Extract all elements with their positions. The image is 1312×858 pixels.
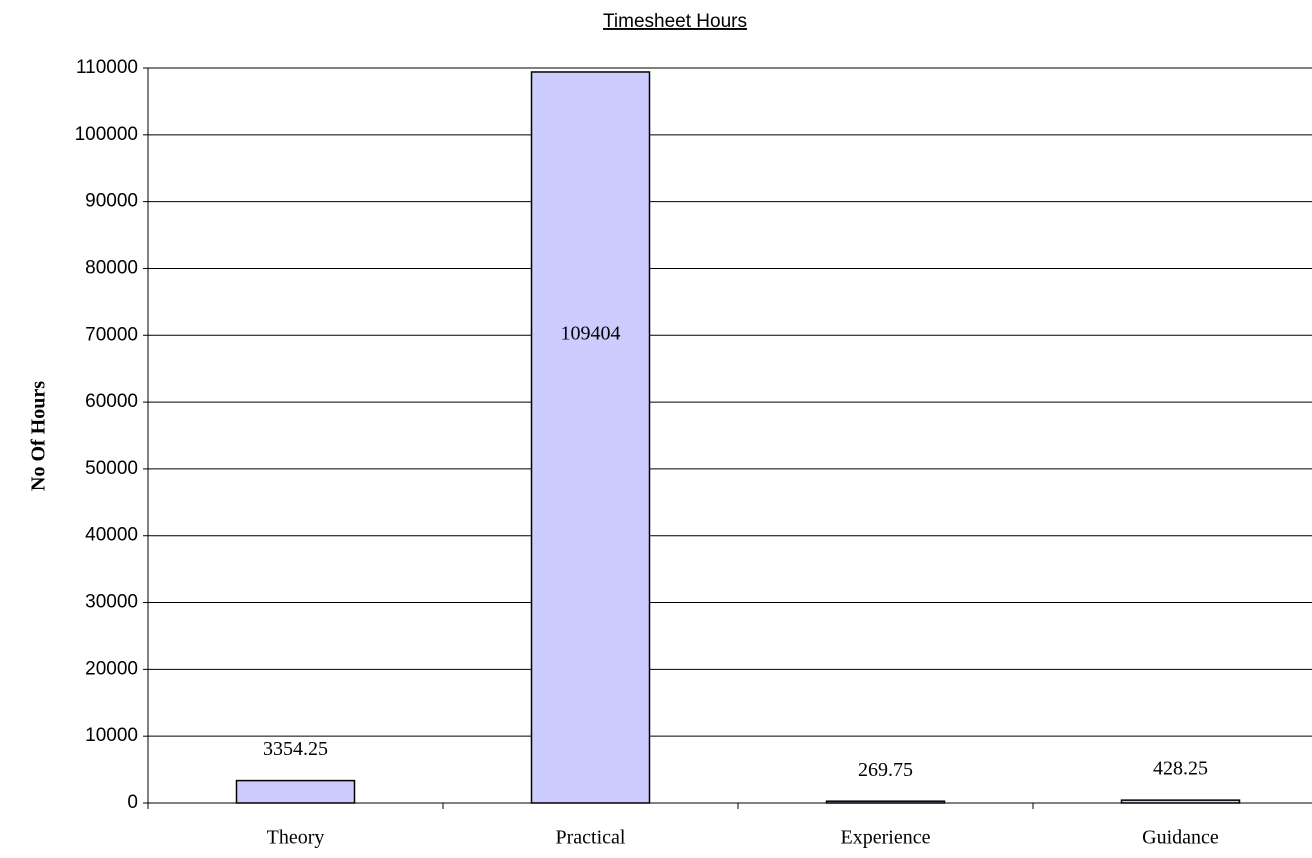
y-tick-label: 20000 <box>85 658 138 679</box>
y-tick-label: 40000 <box>85 525 138 546</box>
chart-title: Timesheet Hours <box>603 11 747 32</box>
bar <box>530 71 651 804</box>
x-tick-label: Practical <box>556 827 626 849</box>
bar <box>1120 799 1241 804</box>
y-tick-label: 100000 <box>75 124 138 145</box>
x-tick-label: Experience <box>841 827 931 849</box>
data-label: 109404 <box>561 323 621 345</box>
y-axis-title: No Of Hours <box>28 381 50 491</box>
y-tick-label: 50000 <box>85 458 138 479</box>
x-tick-label: Guidance <box>1142 827 1219 849</box>
y-tick-label: 90000 <box>85 191 138 212</box>
y-tick-label: 10000 <box>85 725 138 746</box>
y-tick-label: 70000 <box>85 324 138 345</box>
x-tick-label: Theory <box>267 827 325 849</box>
data-label: 428.25 <box>1153 758 1208 780</box>
data-label: 269.75 <box>858 759 913 781</box>
bar <box>235 779 356 804</box>
y-tick-label: 110000 <box>76 57 138 78</box>
y-tick-label: 0 <box>127 792 138 813</box>
y-tick-label: 30000 <box>85 592 138 613</box>
data-label: 3354.25 <box>263 738 328 760</box>
y-tick-label: 80000 <box>85 257 138 278</box>
bar <box>825 800 946 804</box>
y-tick-label: 60000 <box>85 391 138 412</box>
